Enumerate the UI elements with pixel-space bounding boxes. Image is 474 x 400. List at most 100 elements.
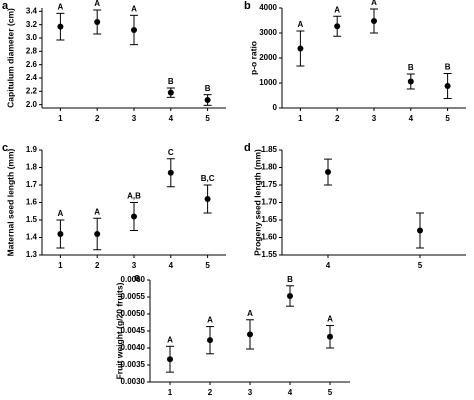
significance-letter: A,B [127, 192, 141, 201]
y-tick-label: 1.75 [261, 180, 277, 189]
y-tick-label: 1.85 [261, 145, 277, 154]
point [131, 27, 137, 33]
x-tick-label: 5 [205, 114, 210, 123]
y-tick-label: 1.7 [26, 180, 38, 189]
y-axis-label: Fruit weight (g/20 fruits) [114, 282, 124, 379]
point [57, 231, 64, 237]
point [94, 19, 101, 25]
point [57, 23, 64, 30]
x-tick-label: 2 [95, 114, 100, 123]
x-tick-label: 1 [58, 261, 63, 270]
y-tick-label: 0.0055 [121, 292, 146, 301]
y-tick-label: 2000 [259, 53, 277, 62]
x-tick-label: 2 [95, 261, 100, 270]
x-tick-label: 4 [409, 114, 414, 123]
x-tick-label: 4 [326, 261, 331, 270]
significance-letter: B,C [201, 174, 215, 183]
x-tick-label: 2 [335, 114, 340, 123]
point [371, 18, 377, 24]
panel-label: c [2, 142, 8, 154]
y-tick-label: 4000 [259, 3, 277, 12]
y-tick-label: 1.4 [26, 233, 38, 242]
point [131, 213, 137, 220]
panel-label: b [244, 0, 251, 12]
y-tick-label: 3.0 [26, 33, 38, 42]
point [167, 169, 174, 176]
y-tick-label: 1.3 [26, 250, 38, 259]
point [247, 331, 253, 338]
significance-letter: A [207, 316, 213, 325]
significance-letter: A [58, 209, 64, 218]
y-tick-label: 0.0050 [121, 309, 146, 318]
significance-letter: C [168, 148, 174, 157]
point [167, 356, 173, 363]
significance-letter: A [58, 2, 64, 11]
y-tick-label: 1000 [259, 78, 277, 87]
point [287, 292, 293, 299]
y-tick-label: 0.0040 [121, 343, 146, 352]
x-tick-label: 3 [132, 114, 137, 123]
x-tick-label: 1 [298, 114, 303, 123]
significance-letter: B [408, 63, 414, 72]
panel-label: d [244, 142, 251, 154]
y-tick-label: 0 [273, 103, 278, 112]
significance-letter: A [167, 335, 173, 344]
y-tick-label: 1.6 [26, 198, 38, 207]
y-tick-label: 0.0030 [121, 377, 146, 386]
y-tick-label: 2.8 [26, 46, 38, 55]
point [204, 97, 211, 103]
x-tick-label: 3 [248, 388, 253, 397]
x-tick-label: 5 [328, 388, 333, 397]
panel-label: e [134, 272, 140, 284]
y-tick-label: 1.55 [261, 250, 277, 259]
point [325, 169, 331, 176]
significance-letter: A [371, 0, 377, 7]
y-tick-label: 2.2 [26, 86, 38, 95]
significance-letter: A [298, 20, 304, 29]
y-tick-label: 0.0035 [121, 360, 146, 369]
panel-label: a [2, 0, 9, 12]
point [334, 23, 341, 30]
point [444, 83, 451, 89]
y-tick-label: 0.0060 [121, 275, 146, 284]
significance-letter: B [168, 77, 174, 86]
significance-letter: B [205, 84, 211, 93]
x-tick-label: 5 [418, 261, 423, 270]
x-tick-label: 1 [168, 388, 173, 397]
y-tick-label: 1.65 [261, 215, 277, 224]
x-tick-label: 1 [58, 114, 63, 123]
x-tick-label: 4 [169, 114, 174, 123]
y-tick-label: 0.0045 [121, 326, 146, 335]
x-tick-label: 5 [205, 261, 210, 270]
y-axis-label: Progeny seed length (mm) [252, 149, 262, 256]
y-tick-label: 1.60 [261, 233, 277, 242]
y-tick-label: 2.6 [26, 60, 38, 69]
y-tick-label: 1.8 [26, 163, 38, 172]
point [407, 78, 414, 85]
significance-letter: A [247, 309, 253, 318]
y-axis-label: Capitulum diameter (cm) [5, 8, 15, 108]
significance-letter: A [327, 315, 333, 324]
y-tick-label: 1.70 [261, 198, 277, 207]
x-tick-label: 4 [169, 261, 174, 270]
x-tick-label: 2 [208, 388, 213, 397]
point [94, 231, 101, 237]
y-tick-label: 3000 [259, 28, 277, 37]
y-tick-label: 2.4 [26, 73, 38, 82]
y-tick-label: 1.80 [261, 163, 277, 172]
significance-letter: A [131, 4, 137, 13]
significance-letter: B [445, 63, 451, 72]
significance-letter: A [94, 207, 100, 216]
x-tick-label: 3 [372, 114, 377, 123]
point [207, 337, 213, 344]
point [327, 333, 333, 340]
y-tick-label: 1.9 [26, 145, 38, 154]
point [167, 89, 174, 96]
y-axis-label: Maternal seed length (mm) [5, 148, 15, 256]
y-tick-label: 3.4 [26, 6, 38, 15]
y-tick-label: 2.0 [26, 100, 38, 109]
significance-letter: B [287, 275, 293, 284]
x-tick-label: 3 [132, 261, 137, 270]
significance-letter: A [94, 0, 100, 8]
